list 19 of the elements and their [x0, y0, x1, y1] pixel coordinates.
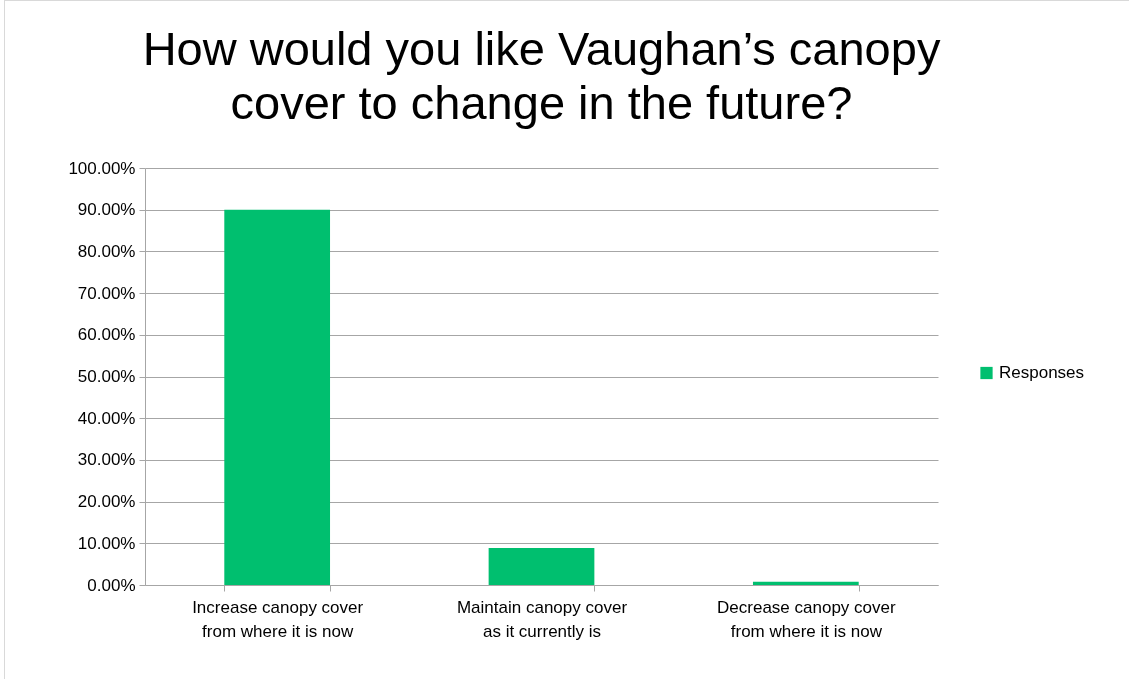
y-tick-label: 0.00% — [87, 575, 136, 595]
x-tick-label: Increase canopy cover from where it is now — [192, 597, 364, 641]
y-tick-label: 40.00% — [77, 408, 136, 428]
y-tick-label: 80.00% — [77, 241, 136, 261]
bar — [752, 581, 859, 585]
y-tick-label: 100.00% — [68, 158, 136, 178]
y-tick-label: 90.00% — [77, 200, 136, 220]
legend-label: Responses — [999, 363, 1085, 382]
y-tick-label: 30.00% — [77, 450, 136, 470]
y-tick-label: 20.00% — [77, 492, 136, 512]
y-tick-label: 70.00% — [77, 283, 136, 303]
chart-title: How would you like Vaughan’s canopy cover to change in the future? — [142, 22, 941, 129]
x-tick-label: Decrease canopy cover from where it is now — [717, 597, 896, 641]
bar — [488, 547, 595, 585]
y-tick-label: 60.00% — [77, 325, 136, 345]
bar — [224, 209, 331, 585]
x-tick-label: Maintain canopy cover as it currently is — [456, 597, 628, 641]
y-tick-label: 10.00% — [77, 533, 136, 553]
y-tick-label: 50.00% — [77, 367, 136, 386]
